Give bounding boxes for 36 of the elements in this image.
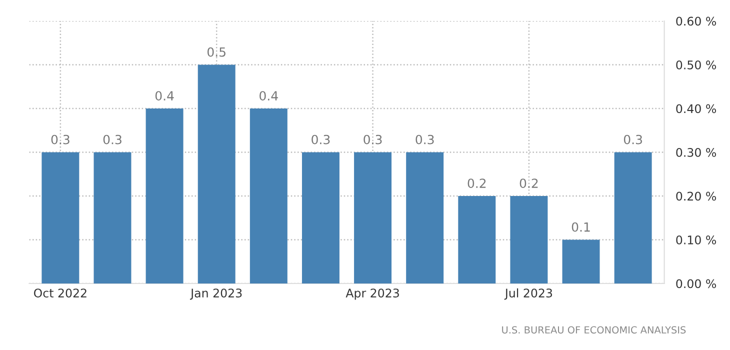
bar: [146, 108, 184, 284]
bar: [510, 196, 548, 284]
bar: [250, 108, 288, 284]
data-label: 0.2: [468, 178, 486, 188]
bar: [302, 152, 340, 284]
x-tick-label: Jan 2023: [190, 288, 242, 300]
bar: [94, 152, 132, 284]
data-label: 0.4: [260, 91, 278, 101]
data-label: 0.1: [572, 222, 590, 232]
y-tick-label: 0.30 %: [676, 148, 716, 157]
text: U.S. BUREAU OF ECONOMIC ANALYSIS: [502, 326, 686, 334]
y-tick-label: 0.40 %: [676, 104, 716, 114]
x-tick-label: Jul 2023: [504, 288, 552, 300]
data-label: 0.4: [155, 91, 174, 101]
data-label: 0.3: [364, 134, 382, 144]
y-tick-label: 0.50 %: [676, 60, 716, 70]
y-tick-label: 0.20 %: [676, 192, 716, 201]
data-label: 0.2: [520, 178, 538, 188]
y-tick-label: 0.60 %: [676, 16, 716, 26]
bar: [614, 152, 652, 284]
y-tick-label: 0.00 %: [676, 279, 716, 288]
bar: [198, 64, 236, 284]
bar: [406, 152, 444, 284]
data-label: 0.3: [312, 134, 330, 144]
data-label: 0.5: [207, 47, 226, 57]
bar: [354, 152, 392, 284]
bar: [562, 240, 600, 284]
data-label: 0.3: [103, 134, 122, 144]
y-tick-label: 0.10 %: [676, 235, 716, 244]
data-label: 0.3: [416, 134, 434, 144]
data-label: 0.3: [51, 134, 70, 144]
x-tick-label: Apr 2023: [346, 288, 399, 300]
x-tick-label: Oct 2022: [34, 288, 86, 298]
data-label: 0.3: [624, 134, 642, 144]
bar: [458, 196, 496, 284]
bar: [42, 152, 80, 284]
